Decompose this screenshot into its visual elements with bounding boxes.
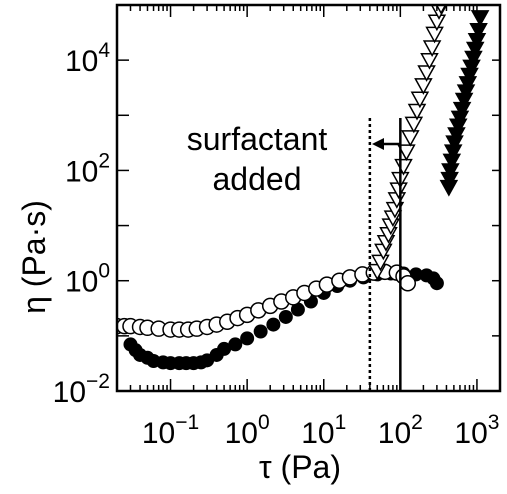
open-circle-point [399,274,417,292]
open-triangle-down-point [417,65,436,82]
x-tick-label-base: 10 [225,417,258,450]
y-tick-label: 102 [65,149,110,188]
filled-circle-point [253,324,268,339]
open-triangle-down-point [371,254,390,272]
plot-frame [115,3,502,393]
x-tick-label-exp: 0 [258,411,270,434]
y-tick-label-base: 10 [65,266,98,299]
filled-circle-point [429,276,444,291]
x-tick-label-exp: 3 [488,411,500,434]
filled-circle-point [278,309,293,324]
x-tick-label-base: 10 [454,417,487,450]
series-filled-triangle-down [439,10,490,197]
y-tick-label-base: 10 [65,155,98,188]
x-tick-label-base: 10 [301,417,334,450]
open-triangle-down-point [414,78,433,95]
y-tick-label-base: 10 [65,45,98,78]
y-tick-label-exp: 4 [98,39,110,62]
filled-circle-point [228,337,243,352]
x-axis-title: τ (Pa) [259,449,341,485]
open-triangle-down-point [420,52,439,70]
y-tick-label: 104 [65,39,110,78]
x-tick-label: 101 [301,411,346,450]
annotation-line-2: added [213,161,302,197]
open-triangle-down-point [422,40,442,57]
x-tick-label: 10−1 [142,411,199,450]
x-tick-label-exp: −1 [175,411,199,434]
filled-circle-point [266,317,281,332]
filled-circle-point [240,331,255,346]
y-tick-label-base: 10 [53,376,86,409]
open-triangle-down-point [397,144,416,162]
x-tick-label: 100 [225,411,270,450]
y-tick-label-exp: 0 [98,260,110,283]
reference-lines [368,118,402,391]
open-triangle-down-point [404,116,424,134]
open-triangle-down-point [410,91,430,109]
y-tick-label-exp: −2 [86,370,110,393]
surfactant-annotation: surfactant added [187,121,400,197]
plot-marks [117,5,490,371]
x-tick-label-exp: 1 [335,411,347,434]
annotation-arrow-head [372,138,384,150]
filled-circle-point [290,302,305,317]
x-tick-label-exp: 2 [411,411,423,434]
series-open-triangle-down [368,5,448,281]
open-triangle-down-point [401,130,420,147]
annotation-line-1: surfactant [187,121,328,157]
y-tick-label: 10−2 [53,370,110,409]
y-tick-label-exp: 2 [98,149,110,172]
y-axis-title: η (Pa·s) [16,200,52,314]
x-tick-label: 102 [378,411,423,450]
x-tick-label: 103 [454,411,499,450]
series-filled-circle [123,266,444,371]
open-triangle-down-point [425,26,444,44]
axis-ticks [116,4,501,392]
plot-frame-rect [115,3,502,393]
y-tick-label: 100 [65,260,110,299]
x-tick-label-base: 10 [142,417,175,450]
filled-triangle-down-point [470,10,490,27]
open-triangle-down-point [407,103,427,121]
filled-circle-point [217,341,232,356]
x-tick-label-base: 10 [378,417,411,450]
